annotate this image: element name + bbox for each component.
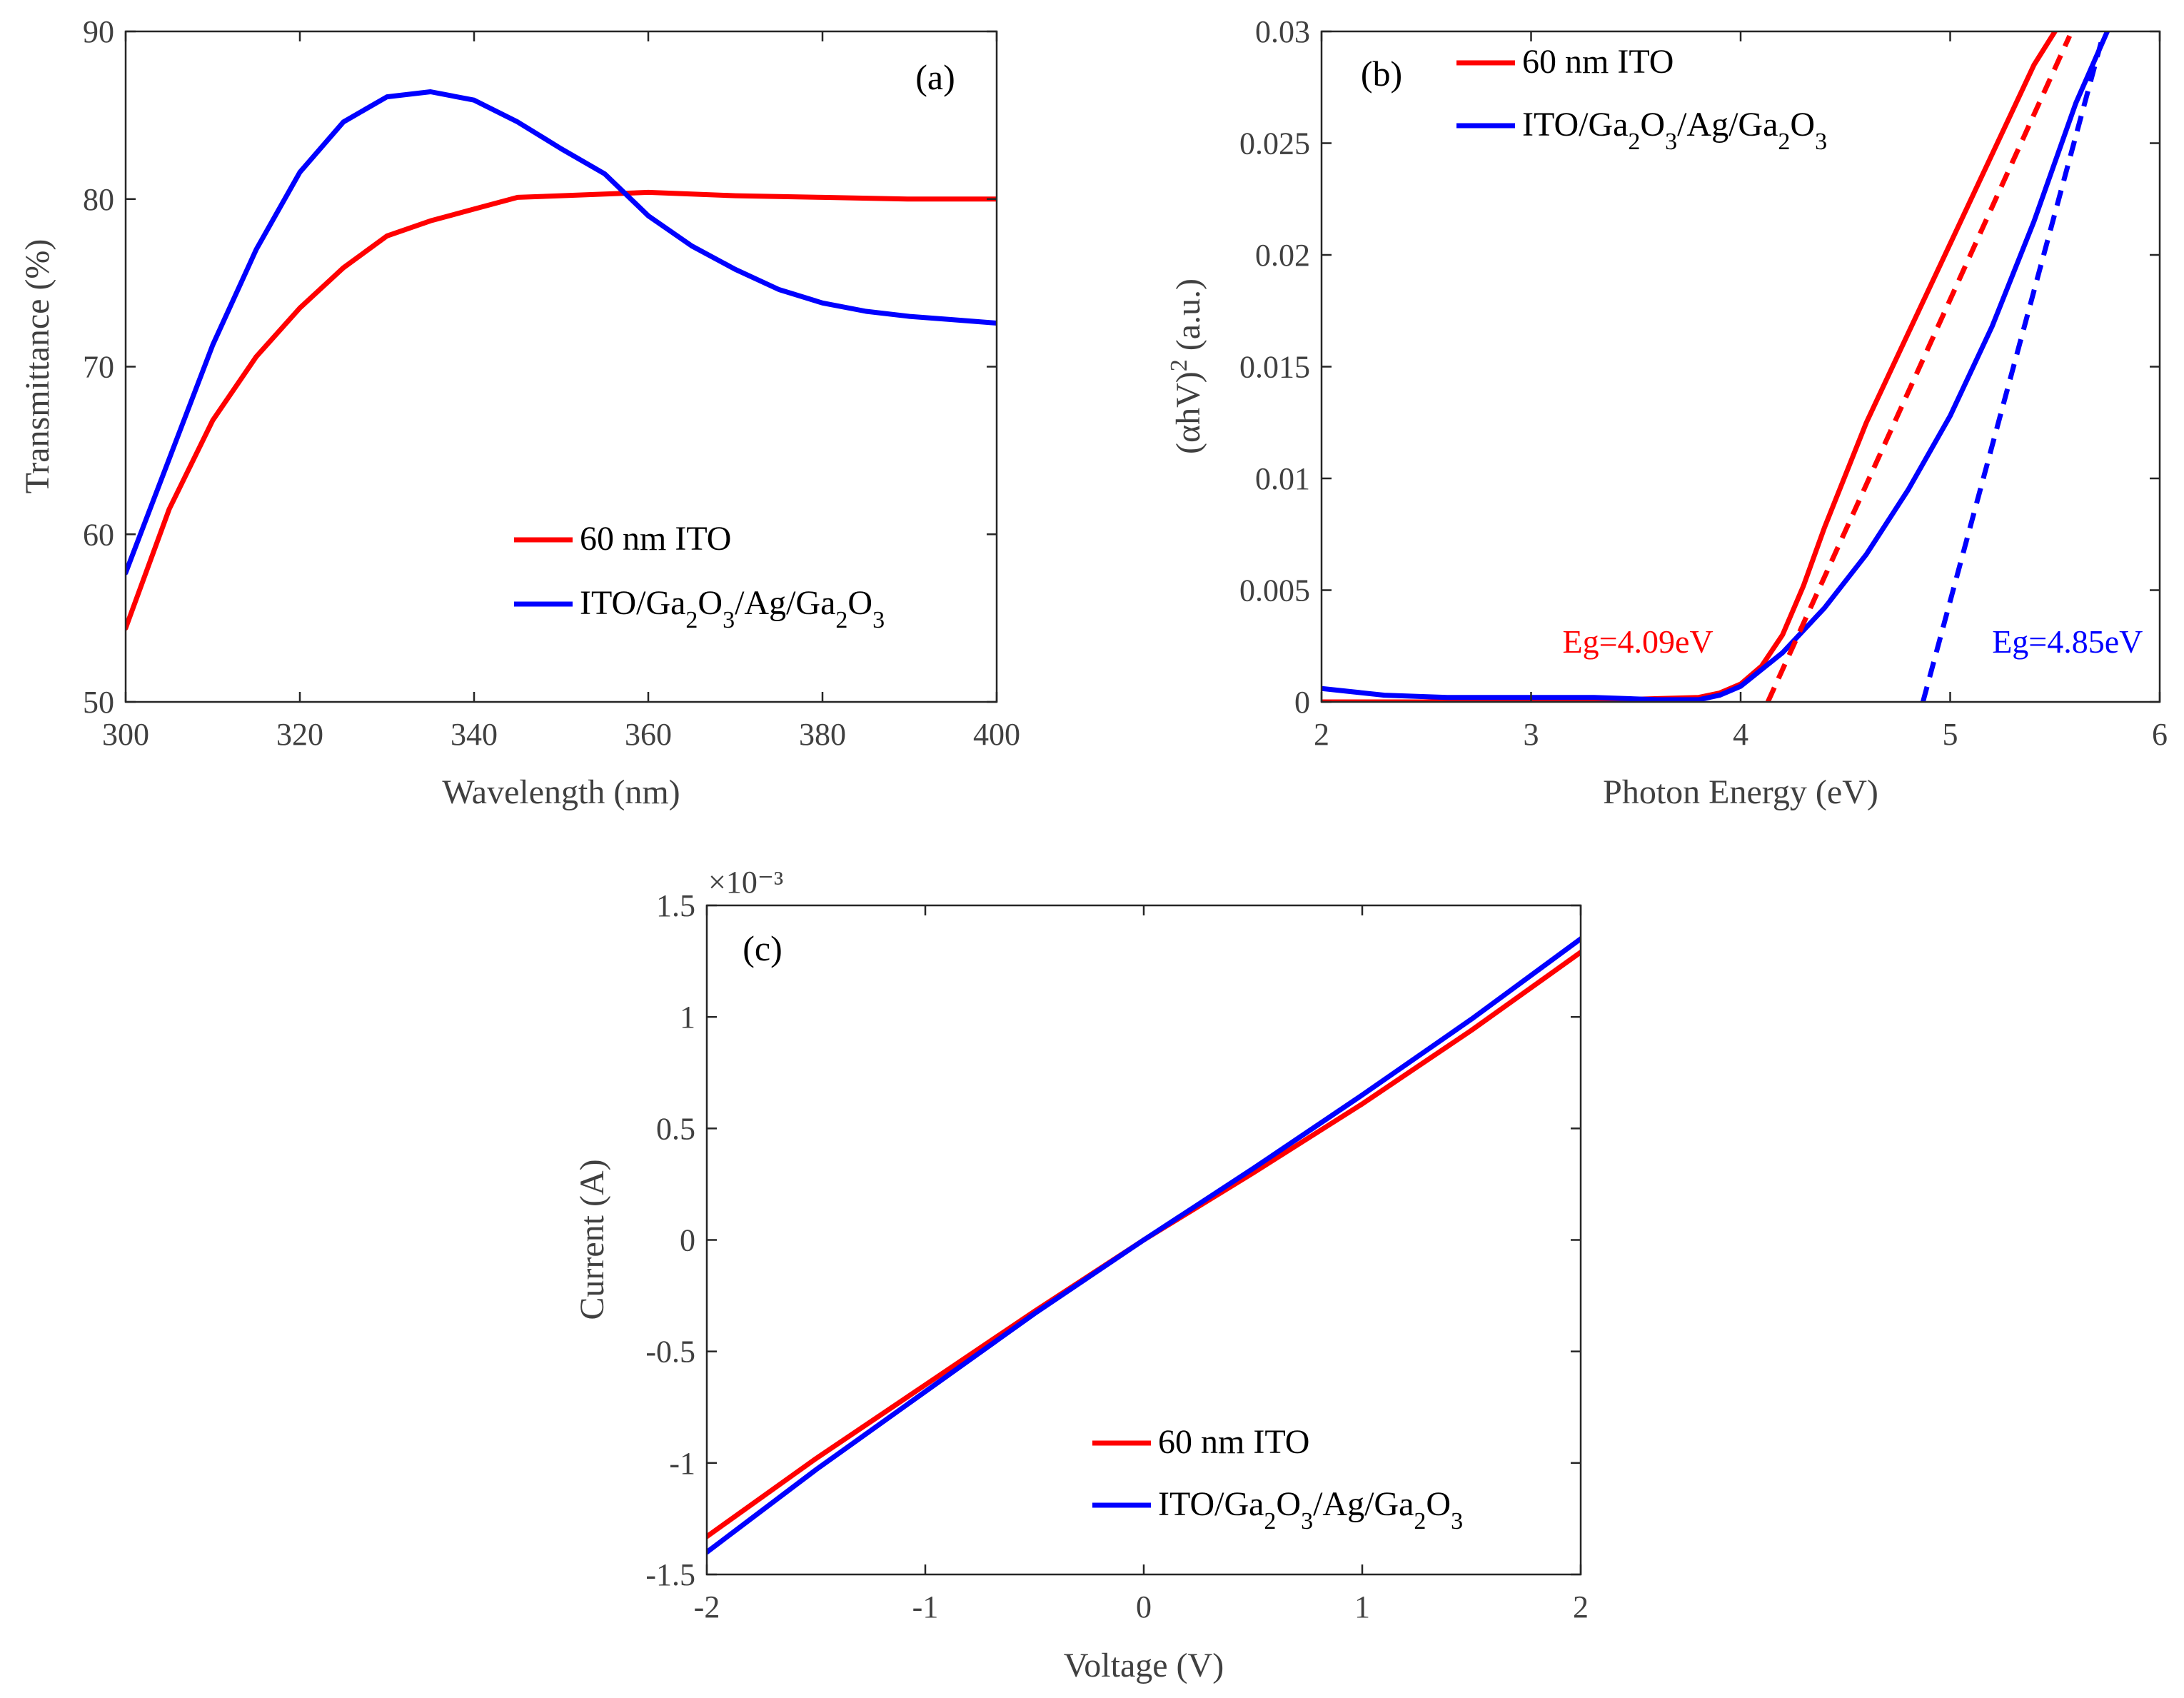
chart-b: 2 3 4 5 6 0 0.005 0.01 0.015 0.02 0.025 0.03 (b) Ph… <box>1166 14 2168 811</box>
x-tick-label: -1 <box>912 1589 939 1624</box>
x-axis-label: Voltage (V) <box>1064 1647 1224 1684</box>
y-tick-label: 0.015 <box>1239 350 1310 385</box>
y-tick-label: 0 <box>1294 685 1310 720</box>
y-tick-label: 60 <box>83 517 114 552</box>
x-tick-label: 3 <box>1524 717 1539 752</box>
x-tick-label: 320 <box>276 717 323 752</box>
y-tick-label: 0.03 <box>1255 14 1310 49</box>
y-tick-label: 0 <box>680 1223 695 1258</box>
y-tick-label: 50 <box>83 685 114 720</box>
y-axis-label: Current (A) <box>573 1159 611 1320</box>
y-axis-label: Transmittance (%) <box>19 239 56 494</box>
y-tick-label: 80 <box>83 182 114 217</box>
x-tick-label: -2 <box>694 1589 720 1624</box>
x-tick-label: 340 <box>451 717 498 752</box>
panel-label: (b) <box>1361 54 1402 94</box>
y-tick-label: 0.025 <box>1239 126 1310 161</box>
panel-label: (c) <box>743 928 782 968</box>
series-line-blue <box>707 936 1581 1555</box>
series-line-blue <box>1322 31 2110 702</box>
y-tick-label: 0.5 <box>656 1111 695 1146</box>
x-tick-label: 400 <box>973 717 1020 752</box>
x-tick-label: 0 <box>1136 1589 1152 1624</box>
x-axis-label: Wavelength (nm) <box>442 773 680 811</box>
y-tick-label: -1 <box>669 1446 695 1481</box>
y-tick-label: 1.5 <box>656 888 695 923</box>
panel-label: (a) <box>915 57 955 97</box>
bandgap-annotation: Eg=4.85eV <box>1992 623 2143 660</box>
y-tick-label: 1 <box>680 1000 695 1035</box>
x-tick-label: 380 <box>799 717 846 752</box>
chart-c: -2 -1 0 1 2 -1.5 -1 -0.5 0 0.5 1 1.5 (c) ×10⁻³ Volt… <box>573 865 1589 1684</box>
x-axis-label: Photon Energy (eV) <box>1603 773 1878 811</box>
x-tick-label: 1 <box>1354 1589 1370 1624</box>
chart-a: 300 320 340 360 380 400 50 60 70 80 90 (a) Wavelen… <box>19 14 1020 811</box>
x-tick-label: 6 <box>2152 717 2168 752</box>
y-tick-label: 0.005 <box>1239 573 1310 608</box>
fit-line-red <box>1765 34 2072 702</box>
y-tick-label: 0.02 <box>1255 238 1310 273</box>
y-tick-label: 90 <box>83 14 114 49</box>
x-tick-label: 300 <box>102 717 149 752</box>
y-tick-label: 0.01 <box>1255 461 1310 496</box>
fit-line-blue <box>1920 41 2104 702</box>
y-tick-label: 70 <box>83 350 114 385</box>
y-exponent-label: ×10⁻³ <box>708 865 783 900</box>
series-line-red <box>126 189 997 631</box>
x-tick-label: 4 <box>1733 717 1748 752</box>
legend-label: 60 nm ITO <box>1158 1423 1309 1461</box>
y-tick-label: -0.5 <box>645 1335 695 1370</box>
x-tick-label: 2 <box>1314 717 1329 752</box>
legend-label: 60 nm ITO <box>1522 43 1674 81</box>
series-line-blue <box>126 89 997 576</box>
y-tick-label: -1.5 <box>645 1557 695 1592</box>
x-tick-label: 2 <box>1573 1589 1589 1624</box>
bandgap-annotation: Eg=4.09eV <box>1563 623 1714 660</box>
legend-label: 60 nm ITO <box>580 520 731 558</box>
x-tick-label: 360 <box>625 717 672 752</box>
x-tick-label: 5 <box>1943 717 1958 752</box>
